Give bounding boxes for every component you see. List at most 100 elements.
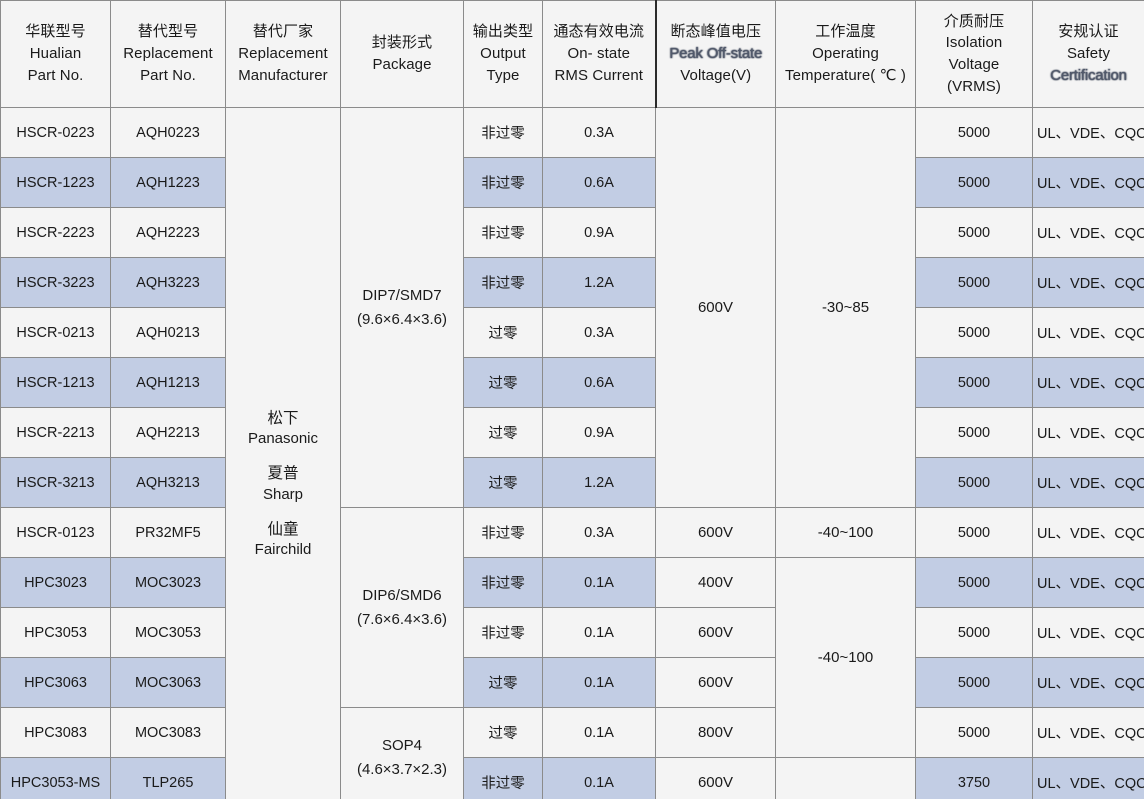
package-name: DIP7/SMD7 [362,287,442,305]
column-header-en-safety-1: Safety [1066,45,1111,63]
cell-replacement-part-no: AQH0213 [110,307,226,358]
cell-replacement-part-no: AQH2213 [110,407,226,458]
cell-replacement-part-no: TLP265 [110,757,226,799]
column-header-cn-rms_current: 通态有效电流 [553,23,645,41]
manufacturer-cn: 夏普 [267,465,299,483]
cell-rms-current: 0.1A [542,657,656,708]
package-name: SOP4 [381,737,423,755]
cell-operating-temperature: -40~100 [775,557,916,758]
cell-output-type: 非过零 [463,507,543,558]
column-header-en-rms_current-1: On- state [567,45,631,63]
cell-peak-voltage: 600V [655,507,776,558]
manufacturer-entry: 夏普 Sharp [230,463,336,519]
cell-peak-voltage: 400V [655,557,776,608]
cell-hualian-part-no: HSCR-3213 [0,457,111,508]
cell-rms-current: 0.3A [542,507,656,558]
column-header-cn-repl_mfr: 替代厂家 [252,23,314,41]
cell-output-type: 过零 [463,407,543,458]
cell-safety-certification: UL、VDE、CQC [1032,457,1144,508]
cell-rms-current: 0.3A [542,107,656,158]
cell-rms-current: 1.2A [542,257,656,308]
column-header-en-op_temp-1: Operating [812,45,879,63]
cell-rms-current: 0.9A [542,207,656,258]
table-row: HSCR-3223 AQH3223 非过零 1.2A 5000 UL、VDE、CQC [0,257,1144,308]
cell-hualian-part-no: HPC3053-MS [0,757,111,799]
cell-replacement-manufacturer: 松下 Panasonic 夏普 Sharp 仙童 Fairchild [225,107,341,799]
cell-hualian-part-no: HSCR-1213 [0,357,111,408]
cell-output-type: 非过零 [463,207,543,258]
cell-hualian-part-no: HSCR-0223 [0,107,111,158]
cell-safety-certification: UL、VDE、CQC [1032,507,1144,558]
cell-replacement-part-no: AQH3213 [110,457,226,508]
column-header-peak_voltage: 断态峰值电压 Peak Off-state Voltage(V) [654,0,776,108]
cell-operating-temperature: -40~100 [775,757,916,799]
cell-safety-certification: UL、VDE、CQC [1032,307,1144,358]
column-header-op_temp: 工作温度 Operating Temperature( ℃ ) [775,0,916,108]
cell-isolation-voltage: 5000 [915,407,1033,458]
table-row: HSCR-0213 AQH0213 过零 0.3A 5000 UL、VDE、CQC [0,307,1144,358]
cell-output-type: 非过零 [463,757,543,799]
cell-output-type: 非过零 [463,107,543,158]
cell-safety-certification: UL、VDE、CQC [1032,707,1144,758]
column-header-en-output_type-1: Output [480,45,526,63]
cell-replacement-part-no: AQH3223 [110,257,226,308]
column-header-repl_mfr: 替代厂家 Replacement Manufacturer [225,0,341,108]
table-row: HSCR-0123 PR32MF5 DIP6/SMD6 (7.6×6.4×3.6) 非过… [0,507,1144,708]
table-row: HSCR-3213 AQH3213 过零 1.2A 5000 UL、VDE、CQC [0,457,1144,508]
manufacturer-en: Fairchild [254,541,312,559]
cell-peak-voltage: 600V [655,657,776,708]
cell-hualian-part-no: HSCR-1223 [0,157,111,208]
cell-rms-current: 0.1A [542,557,656,608]
cell-rms-current: 0.9A [542,407,656,458]
cell-isolation-voltage: 5000 [915,107,1033,158]
column-header-en-safety-2: Certification [1050,66,1127,84]
cell-package: DIP6/SMD6 (7.6×6.4×3.6) [340,507,464,708]
cell-rms-current: 0.6A [542,357,656,408]
cell-isolation-voltage: 5000 [915,707,1033,758]
table-row: HSCR-2223 AQH2223 非过零 0.9A 5000 UL、VDE、CQC [0,207,1144,258]
header-row: 华联型号 Hualian Part No. 替代型号 Replacement Part N… [0,0,1144,108]
cell-output-type: 过零 [463,457,543,508]
column-header-en-peak_voltage-1: Peak Off-state [669,45,763,63]
column-header-en-output_type-2: Type [486,66,520,84]
manufacturer-entry: 松下 Panasonic [230,408,336,464]
cell-output-type: 非过零 [463,257,543,308]
cell-rms-current: 1.2A [542,457,656,508]
column-header-output_type: 输出类型 Output Type [463,0,543,108]
cell-output-type: 过零 [463,357,543,408]
cell-replacement-part-no: MOC3083 [110,707,226,758]
column-header-rms_current: 通态有效电流 On- state RMS Current [542,0,656,108]
cell-isolation-voltage: 5000 [915,557,1033,608]
table-row: HPC3063 MOC3063 过零 0.1A 600V 5000 UL、VDE、CQC [0,657,1144,708]
column-header-en-op_temp-2: Temperature( ℃ ) [785,66,906,84]
cell-isolation-voltage: 5000 [915,607,1033,658]
table-row: HSCR-1213 AQH1213 过零 0.6A 5000 UL、VDE、CQC [0,357,1144,408]
column-header-hualian_pn: 华联型号 Hualian Part No. [0,0,111,108]
column-header-en-hualian_pn-2: Part No. [27,66,84,84]
cell-peak-voltage: 800V [655,707,776,758]
cell-hualian-part-no: HPC3023 [0,557,111,608]
column-header-en-isolation-1: Isolation [945,34,1003,52]
cell-hualian-part-no: HSCR-0123 [0,507,111,558]
column-header-safety: 安规认证 Safety Certification [1032,0,1144,108]
cell-hualian-part-no: HSCR-2213 [0,407,111,458]
cell-replacement-part-no: MOC3023 [110,557,226,608]
table-row: HSCR-1223 AQH1223 非过零 0.6A 5000 UL、VDE、CQC [0,157,1144,208]
cell-safety-certification: UL、VDE、CQC [1032,257,1144,308]
cell-safety-certification: UL、VDE、CQC [1032,607,1144,658]
cell-hualian-part-no: HSCR-0213 [0,307,111,358]
cell-isolation-voltage: 5000 [915,307,1033,358]
cell-safety-certification: UL、VDE、CQC [1032,557,1144,608]
column-header-cn-safety: 安规认证 [1058,23,1119,41]
cell-isolation-voltage: 5000 [915,357,1033,408]
column-header-en-repl_mfr-1: Replacement [238,45,328,63]
column-header-en-rms_current-2: RMS Current [554,66,644,84]
cell-rms-current: 0.6A [542,157,656,208]
table-row: HSCR-0223 AQH0223 松下 Panasonic 夏普 Sharp 仙童 Fair… [0,107,1144,799]
cell-safety-certification: UL、VDE、CQC [1032,107,1144,158]
cell-isolation-voltage: 5000 [915,457,1033,508]
table-header: 华联型号 Hualian Part No. 替代型号 Replacement Part N… [0,0,1144,108]
cell-hualian-part-no: HSCR-3223 [0,257,111,308]
